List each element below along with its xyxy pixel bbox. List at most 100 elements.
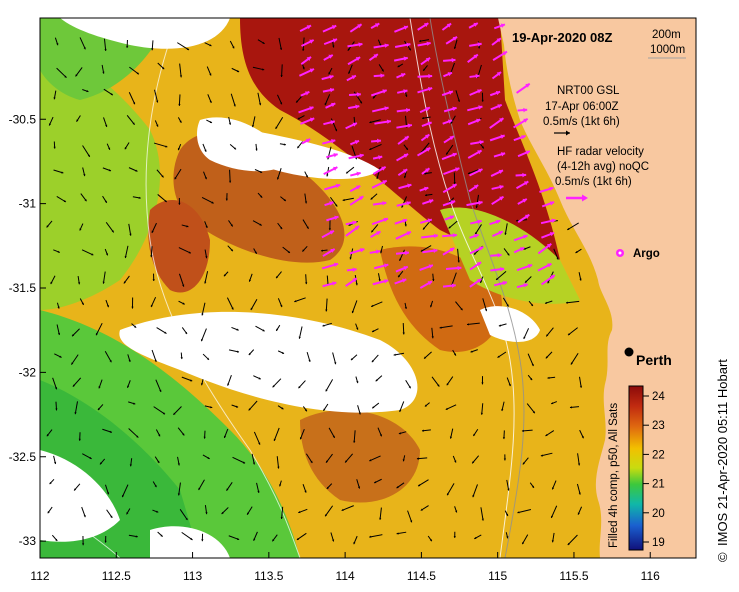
radar-arrow-head [305, 138, 311, 143]
model-arrow [257, 92, 261, 106]
radar-arrow-head [335, 183, 341, 189]
radar-arrow-head [475, 73, 480, 79]
model-arrow [281, 64, 283, 78]
radar-arrow-head [427, 121, 432, 126]
radar-arrow-head [546, 243, 552, 248]
radar-arrow-head [433, 248, 438, 253]
model-arrow-head [276, 177, 280, 180]
model-arrow-head [566, 301, 569, 304]
model-arrow-head [369, 535, 372, 538]
model-arrow-head [381, 69, 384, 72]
model-arrow [369, 143, 382, 151]
model-arrow-head [262, 41, 265, 44]
radar-arrow-head [330, 102, 336, 108]
model-arrow-head [126, 512, 129, 515]
model-arrow [229, 169, 231, 183]
model-arrow [56, 67, 67, 79]
model-arrow-head [521, 429, 524, 432]
colorbar-tick-label: 20 [652, 508, 665, 520]
model-arrow-head [150, 304, 153, 308]
radar-arrow-head [497, 253, 502, 258]
model-arrow-head [46, 434, 49, 437]
model-arrow-head [306, 226, 309, 229]
model-arrow-head [334, 362, 337, 365]
model-arrow-head [304, 409, 307, 412]
model-arrow [482, 298, 487, 312]
colorbar-tick-label: 19 [652, 537, 665, 549]
model-arrow-head [205, 225, 208, 228]
model-arrow-head [354, 157, 358, 160]
model-arrow-head [575, 251, 578, 253]
model-arrow-head [297, 117, 300, 120]
model-arrow-head [272, 539, 275, 542]
model-arrow [230, 93, 236, 107]
radar-arrow-head [476, 262, 482, 267]
model-arrow-head [467, 171, 471, 175]
model-arrow-head [230, 248, 233, 252]
model-arrow-head [273, 438, 276, 441]
nrt-legend-line1: NRT00 GSL [557, 85, 620, 97]
model-arrow-head [358, 412, 361, 415]
model-arrow-head [418, 484, 421, 487]
model-arrow [82, 145, 91, 158]
model-arrow [72, 377, 82, 387]
model-arrow-head [83, 515, 86, 518]
model-arrow [439, 325, 453, 329]
model-arrow-head [104, 48, 107, 51]
sst-field [40, 18, 696, 558]
model-arrow [275, 117, 284, 130]
radar-arrow-head [522, 198, 527, 203]
model-arrow-head [109, 430, 112, 433]
model-arrow [565, 300, 580, 304]
model-arrow-head [63, 200, 66, 202]
model-arrow-head [569, 406, 572, 409]
model-arrow-head [380, 251, 383, 254]
radar-arrow-head [402, 278, 407, 283]
model-arrow-head [226, 488, 229, 491]
colorbar-label: Filled 4h comp, p50, All Sats [608, 403, 620, 548]
model-arrow-head [402, 459, 405, 462]
model-arrow-head [372, 330, 375, 333]
radar-arrow-head [474, 233, 479, 239]
radar-arrow-head [305, 91, 310, 96]
model-arrow-head [102, 71, 105, 74]
radar-arrow-head [427, 281, 432, 286]
model-arrow-head [258, 103, 262, 106]
model-arrow-head [402, 332, 405, 335]
model-arrow [70, 354, 79, 365]
radar-arrow-head [473, 22, 478, 27]
model-arrow [517, 509, 532, 514]
radar-arrow-head [423, 23, 429, 28]
model-arrow [472, 484, 478, 498]
model-arrow-head [136, 72, 139, 75]
radar-arrow-head [358, 42, 363, 47]
model-arrow-head [421, 429, 425, 432]
model-arrow-head [123, 281, 126, 284]
model-arrow-head [310, 460, 313, 463]
model-arrow-head [472, 495, 475, 498]
model-arrow-head [81, 543, 85, 546]
model-arrow [103, 38, 107, 51]
radar-arrow-head [332, 281, 337, 286]
model-arrow [151, 349, 157, 363]
model-arrow-head [55, 408, 58, 411]
model-arrow-head [236, 70, 240, 73]
model-arrow [523, 328, 530, 340]
model-arrow-head [369, 459, 372, 462]
radar-arrow-head [360, 248, 365, 253]
model-arrow [294, 297, 306, 303]
model-arrow-head [419, 39, 422, 43]
model-arrow-head [496, 277, 499, 280]
radar-arrow-head [330, 120, 335, 125]
model-arrow-head [135, 535, 138, 538]
model-arrow [154, 89, 159, 103]
model-arrow-head [420, 508, 423, 511]
model-arrow-head [283, 143, 286, 146]
radar-arrow-head [384, 43, 389, 48]
model-arrow [455, 90, 460, 102]
colorbar-tick-label: 23 [652, 420, 665, 432]
model-arrow [342, 197, 354, 201]
model-arrow-head [497, 355, 500, 358]
radar-arrow-head [551, 218, 556, 223]
model-arrow-head [568, 333, 571, 336]
